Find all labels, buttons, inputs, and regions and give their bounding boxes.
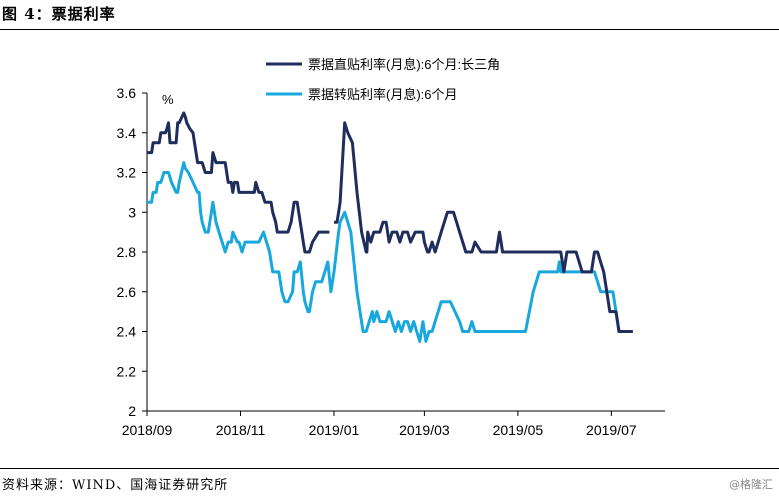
x-tick-label: 2018/11 — [216, 422, 266, 438]
bottom-rule — [0, 468, 779, 469]
x-tick-label: 2019/01 — [309, 422, 360, 438]
x-tick-label: 2019/07 — [586, 422, 637, 438]
y-tick-label: 2 — [128, 403, 136, 419]
x-tick-label: 2018/09 — [122, 422, 173, 438]
y-tick-label: 3.2 — [117, 165, 137, 181]
legend-label-rediscount: 票据转贴利率(月息):6个月 — [308, 87, 458, 102]
x-tick-label: 2019/03 — [399, 422, 450, 438]
y-tick-label: 3.6 — [117, 85, 137, 101]
y-tick-label: 2.4 — [117, 324, 137, 340]
legend-label-direct: 票据直贴利率(月息):6个月:长三角 — [308, 57, 500, 72]
series-line-1 — [147, 161, 633, 343]
y-tick-label: 2.6 — [117, 284, 137, 300]
series-group — [147, 111, 633, 343]
x-tick-label: 2019/05 — [493, 422, 544, 438]
y-tick-label: 2.8 — [117, 244, 137, 260]
source-note: 资料来源：WIND、国海证券研究所 — [2, 478, 229, 493]
legend: 票据直贴利率(月息):6个月:长三角 票据转贴利率(月息):6个月 — [266, 57, 500, 102]
series-line-0 — [147, 111, 633, 333]
y-tick-label: 3 — [128, 204, 136, 220]
y-axis-unit-label: % — [162, 92, 174, 107]
watermark: @格隆汇 — [729, 478, 773, 491]
y-tick-label: 2.2 — [117, 363, 137, 379]
y-tick-label: 3.4 — [117, 125, 137, 141]
top-rule — [0, 29, 779, 30]
figure-title: 图 4：票据利率 — [2, 5, 116, 23]
axes: 2 2.2 2.4 2.6 2.8 3 3.2 3.4 3.6 2018/09 2018/11 201… — [117, 85, 665, 438]
line-chart: 票据直贴利率(月息):6个月:长三角 票据转贴利率(月息):6个月 % 2 2.2… — [117, 57, 665, 438]
